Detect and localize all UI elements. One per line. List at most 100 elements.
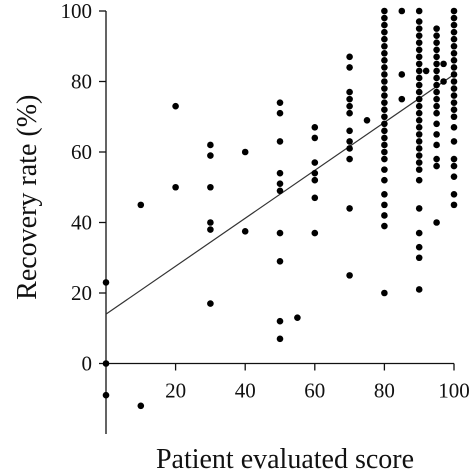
- data-point: [276, 317, 284, 325]
- data-points: [102, 7, 458, 410]
- data-point: [415, 205, 423, 212]
- data-point: [415, 74, 423, 82]
- data-point: [422, 67, 430, 75]
- data-point: [415, 159, 423, 166]
- data-point: [241, 148, 249, 156]
- data-point: [346, 272, 353, 279]
- x-tick-label: 20: [165, 379, 186, 403]
- data-point: [207, 152, 214, 159]
- data-point: [381, 201, 388, 209]
- x-tick-label: 60: [304, 379, 325, 403]
- data-point: [440, 60, 447, 68]
- data-point: [415, 46, 423, 54]
- data-point: [433, 88, 440, 96]
- data-point: [311, 134, 319, 142]
- data-point: [415, 243, 423, 251]
- data-point: [381, 134, 388, 142]
- data-point: [450, 138, 458, 145]
- data-point: [398, 7, 406, 15]
- data-point: [415, 67, 423, 75]
- data-point: [207, 141, 214, 149]
- data-point: [450, 92, 458, 99]
- data-point: [433, 39, 440, 47]
- data-point: [415, 109, 423, 117]
- data-point: [102, 391, 110, 399]
- data-point: [450, 50, 458, 57]
- y-tick-label: 20: [71, 281, 92, 305]
- data-point: [450, 201, 458, 209]
- data-point: [276, 99, 284, 106]
- data-point: [381, 21, 388, 29]
- data-point: [346, 127, 353, 135]
- data-point: [381, 222, 388, 230]
- data-point: [276, 109, 284, 117]
- data-point: [172, 102, 179, 110]
- x-tick-label: 100: [438, 379, 470, 403]
- data-point: [381, 166, 388, 173]
- data-point: [381, 35, 388, 43]
- data-point: [433, 95, 440, 103]
- data-point: [450, 106, 458, 113]
- data-point: [415, 39, 423, 47]
- trend-line: [105, 73, 455, 315]
- data-point: [415, 18, 423, 25]
- data-point: [294, 314, 301, 321]
- data-point: [415, 25, 423, 32]
- data-point: [381, 78, 388, 85]
- data-point: [415, 81, 423, 89]
- data-point: [381, 57, 388, 64]
- data-point: [381, 141, 388, 149]
- data-point: [415, 286, 423, 293]
- data-point: [433, 67, 440, 75]
- data-point: [207, 183, 214, 191]
- data-point: [415, 124, 423, 131]
- data-point: [415, 131, 423, 138]
- data-point: [346, 145, 353, 152]
- data-point: [433, 219, 440, 226]
- data-point: [450, 85, 458, 92]
- data-point: [450, 35, 458, 43]
- data-point: [381, 92, 388, 99]
- data-point: [415, 60, 423, 68]
- x-tick-label: 40: [235, 379, 256, 403]
- tick-labels: 0 20 40 60 80 100 20 40 60 80 100: [61, 0, 470, 403]
- data-point: [415, 138, 423, 145]
- data-point: [433, 162, 440, 170]
- data-point: [450, 7, 458, 15]
- data-point: [415, 95, 423, 103]
- data-point: [346, 64, 353, 71]
- data-point: [276, 229, 284, 237]
- data-point: [450, 162, 458, 170]
- data-point: [346, 88, 353, 96]
- data-point: [415, 229, 423, 237]
- data-point: [381, 28, 388, 36]
- data-point: [346, 109, 353, 117]
- data-point: [381, 127, 388, 135]
- data-point: [433, 60, 440, 68]
- data-point: [276, 187, 284, 195]
- data-point: [398, 71, 406, 78]
- data-point: [450, 155, 458, 163]
- data-point: [276, 335, 284, 343]
- data-point: [311, 159, 319, 166]
- data-point: [102, 360, 110, 367]
- data-point: [450, 124, 458, 131]
- data-point: [433, 81, 440, 89]
- data-point: [381, 212, 388, 219]
- data-point: [172, 183, 179, 191]
- data-point: [207, 300, 214, 307]
- data-point: [415, 166, 423, 173]
- data-point: [381, 99, 388, 106]
- x-axis-title: Patient evaluated score: [156, 444, 414, 475]
- data-point: [433, 53, 440, 61]
- data-point: [381, 50, 388, 57]
- data-point: [311, 169, 319, 177]
- data-point: [415, 254, 423, 262]
- data-point: [346, 95, 353, 103]
- data-point: [381, 42, 388, 50]
- data-point: [346, 53, 353, 61]
- y-tick-label: 80: [71, 70, 92, 94]
- y-tick-label: 100: [61, 0, 93, 23]
- data-point: [433, 25, 440, 32]
